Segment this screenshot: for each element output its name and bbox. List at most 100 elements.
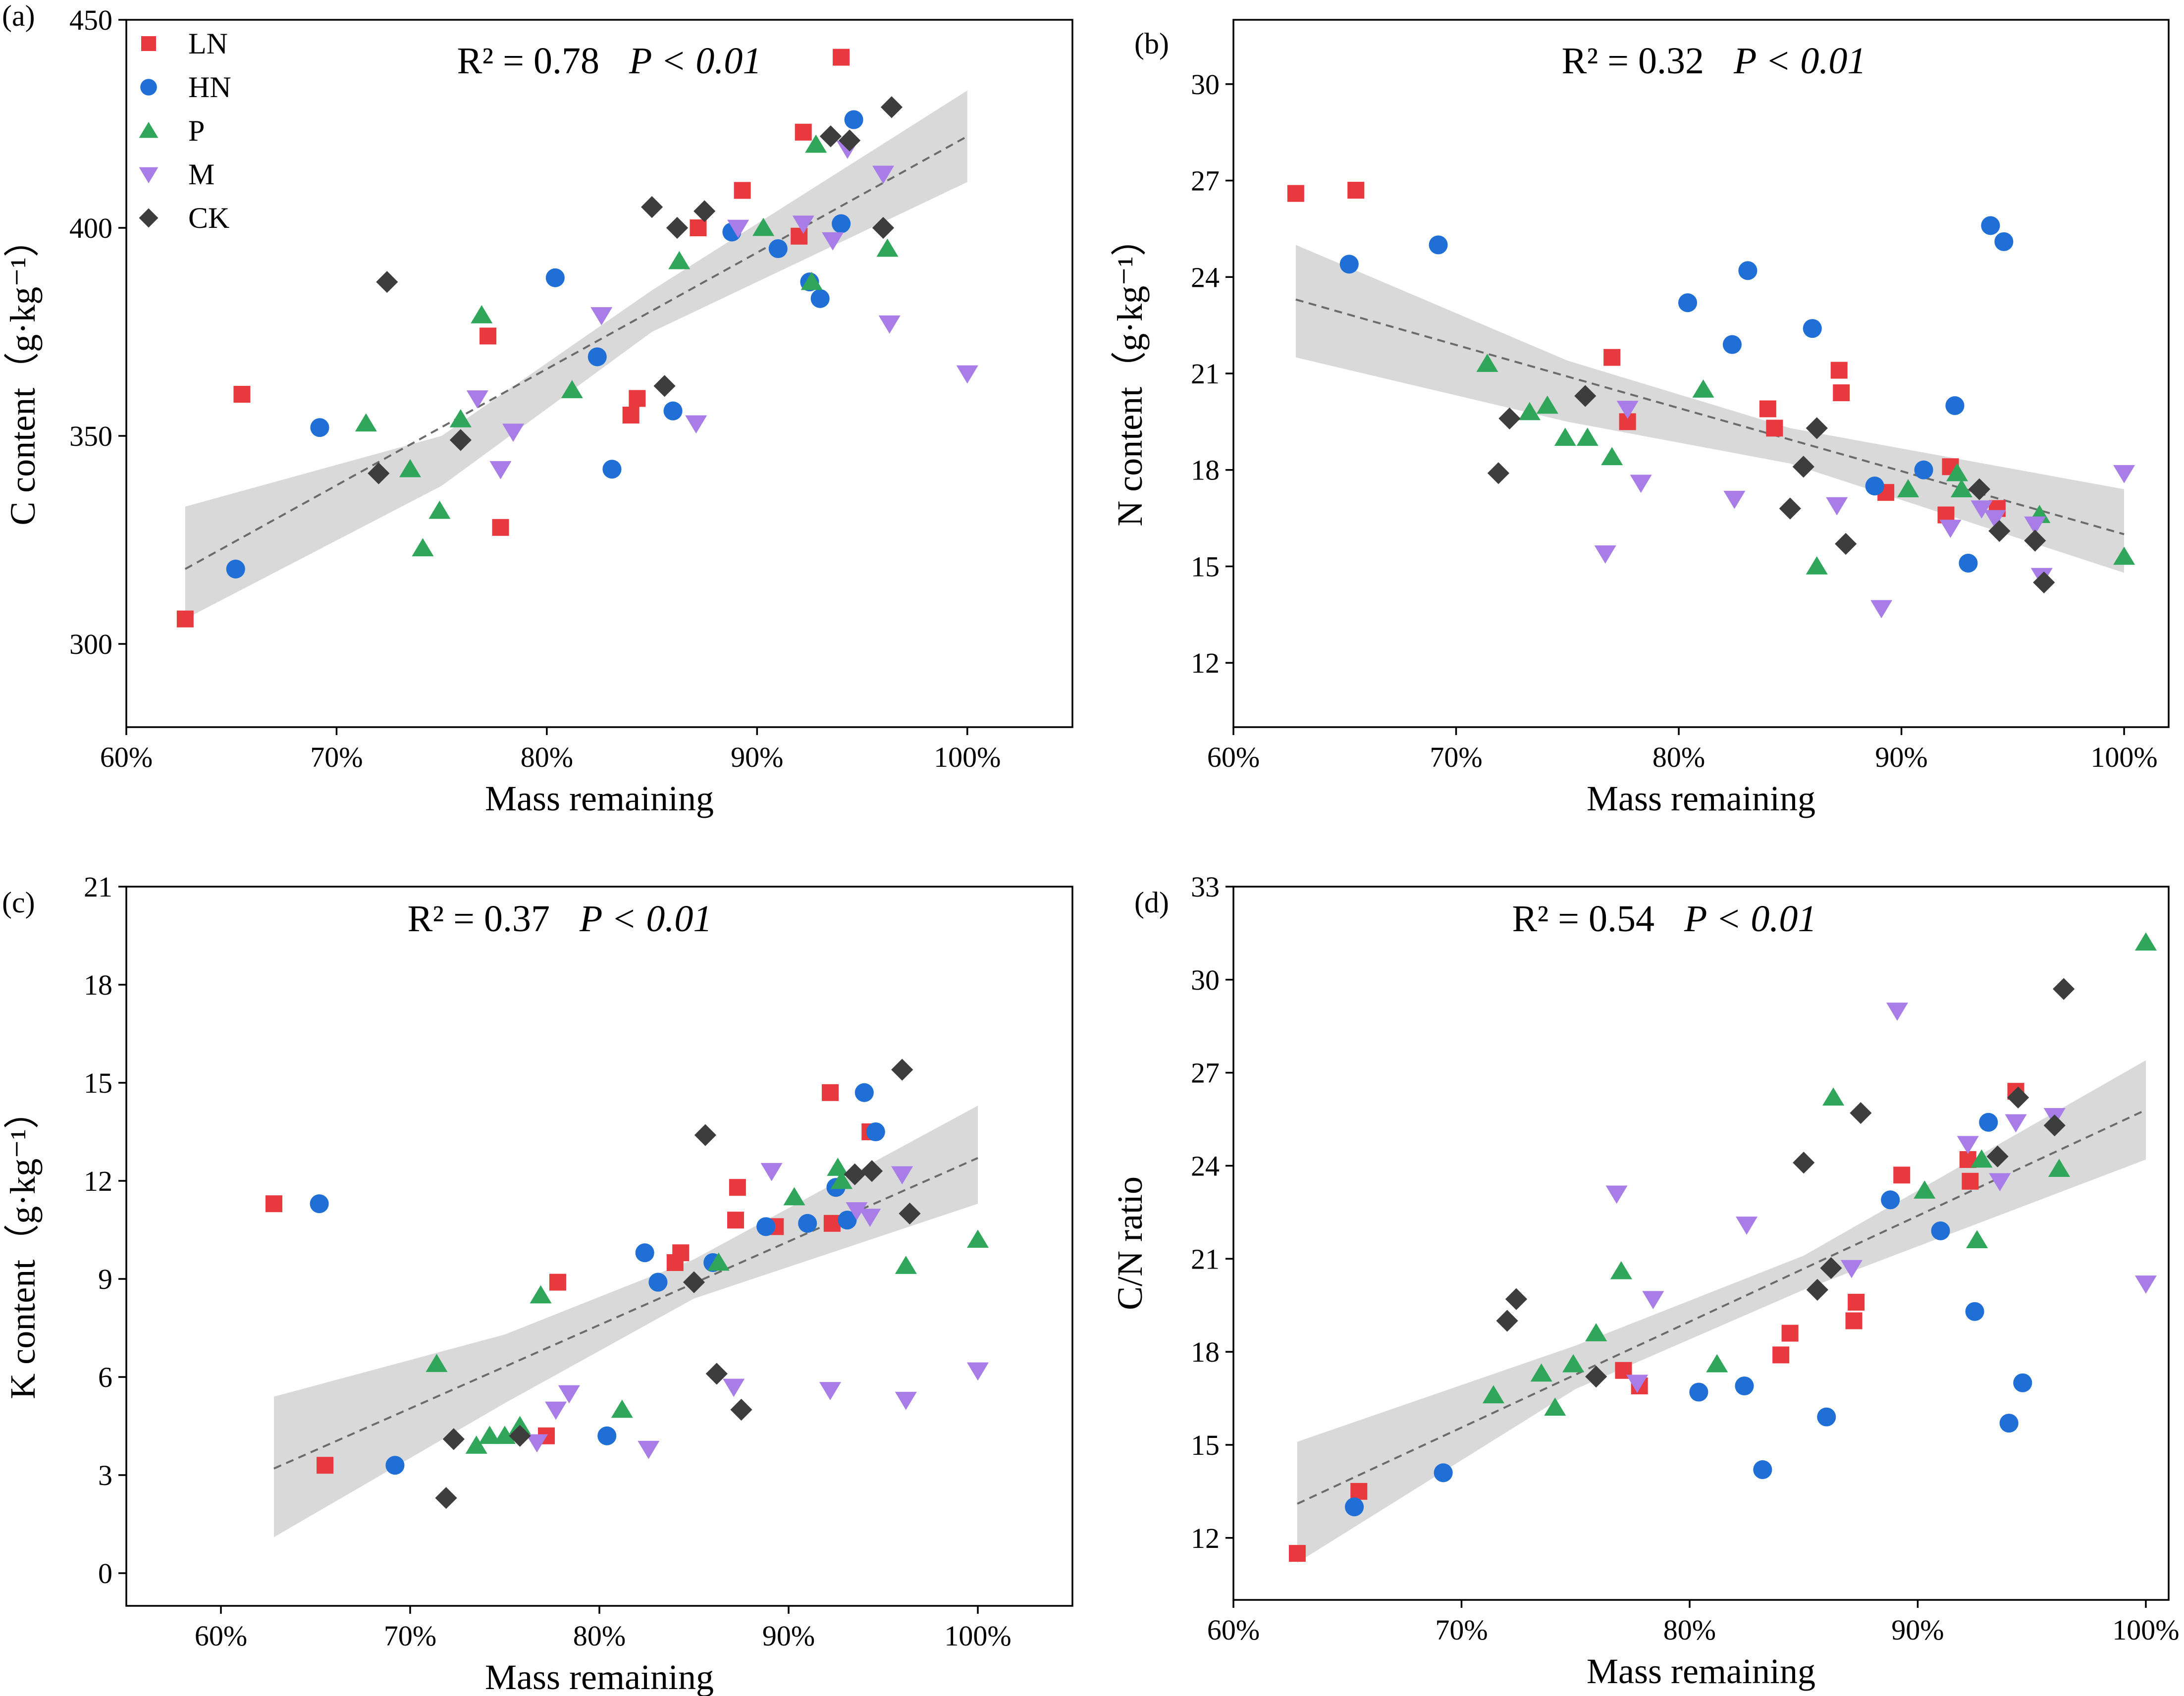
data-point-ln: [822, 1084, 839, 1101]
data-point-hn: [1979, 1113, 1998, 1132]
data-point-m: [723, 1378, 745, 1397]
data-point-hn: [866, 1122, 885, 1142]
data-point-ck: [666, 216, 689, 239]
data-point-ck: [899, 1202, 921, 1225]
legend-label-p: P: [188, 114, 205, 147]
data-point-m: [792, 215, 814, 234]
confidence-band: [1295, 245, 2125, 573]
data-point-p: [355, 413, 377, 432]
x-tick-label: 100%: [934, 741, 1001, 773]
data-point-ck: [694, 1124, 717, 1146]
data-point-p: [895, 1256, 917, 1274]
data-point-hn: [597, 1426, 617, 1445]
data-point-m: [1886, 1003, 1909, 1021]
y-axis-title: N content（g·kg⁻¹）: [1110, 220, 1150, 526]
data-point-ln: [672, 1244, 690, 1262]
regression-line: [273, 1157, 978, 1470]
data-point-ck: [844, 1163, 866, 1185]
data-point-hn: [1931, 1221, 1950, 1240]
y-tick-label: 15: [84, 1067, 112, 1099]
data-point-hn: [1735, 1376, 1754, 1396]
data-point-ck: [435, 1487, 457, 1509]
data-point-p: [428, 500, 451, 519]
data-point-hn: [810, 289, 830, 308]
panel-label: (b): [1134, 27, 1169, 60]
y-tick-label: 27: [1191, 1057, 1220, 1089]
y-tick-label: 12: [1191, 1522, 1220, 1554]
data-point-p: [1601, 447, 1623, 466]
data-point-ck: [1850, 1102, 1872, 1124]
confidence-band: [273, 1106, 978, 1537]
data-point-ck: [1806, 417, 1828, 439]
data-point-hn: [1722, 335, 1742, 354]
data-point-ck: [442, 1428, 465, 1450]
data-point-hn: [854, 1083, 874, 1102]
data-point-p: [1554, 427, 1576, 446]
data-point-m: [1840, 1260, 1863, 1278]
data-point-p: [783, 1187, 805, 1206]
data-point-p: [707, 1252, 730, 1271]
data-point-m: [1605, 1185, 1628, 1204]
data-point-hn: [602, 460, 622, 479]
data-point-m: [727, 219, 749, 238]
data-point-hn: [1339, 255, 1359, 274]
data-point-m: [846, 1202, 868, 1220]
p-value: P < 0.01: [579, 898, 712, 940]
data-point-hn: [1914, 460, 1933, 479]
y-tick-label: 300: [69, 628, 112, 660]
panel-c: 60% 70% 80% 90% 100% 0 3 6 9 12 15 18 21 Mass remaini…: [2, 871, 1073, 1696]
data-point-ck: [1498, 407, 1521, 429]
data-point-ln: [549, 1273, 566, 1291]
y-tick-label: 21: [84, 871, 112, 903]
regression-line: [184, 135, 968, 570]
data-point-ck: [2043, 1114, 2066, 1137]
x-tick-label: 100%: [2090, 741, 2157, 773]
y-axis-title: C/N ratio: [1110, 1176, 1150, 1310]
y-tick-label: 27: [1191, 165, 1220, 197]
data-point-ck: [705, 1363, 728, 1385]
data-point-m: [2113, 465, 2135, 483]
data-point-hn: [1817, 1407, 1836, 1427]
x-tick-label: 70%: [384, 1620, 436, 1652]
y-tick-label: 15: [1191, 550, 1220, 583]
data-point-ln: [729, 1179, 746, 1196]
data-point-p: [1706, 1354, 1728, 1373]
legend-marker-hn: [140, 79, 157, 96]
data-point-p: [1476, 354, 1498, 372]
data-point-hn: [1994, 232, 2014, 251]
y-tick-label: 18: [84, 969, 112, 1001]
y-tick-label: 400: [69, 212, 112, 244]
data-point-m: [466, 390, 488, 409]
x-tick-label: 100%: [2112, 1614, 2179, 1646]
legend-marker-ln: [141, 36, 156, 51]
x-tick-label: 90%: [762, 1620, 815, 1652]
data-point-m: [1642, 1291, 1664, 1310]
data-point-m: [638, 1440, 660, 1459]
data-point-m: [2134, 1275, 2157, 1294]
plot-frame: [1232, 886, 2170, 1601]
data-point-m: [502, 424, 525, 442]
y-tick-label: 30: [1191, 964, 1220, 996]
y-axis-title: K content（g·kg⁻¹）: [3, 1093, 43, 1399]
data-point-ln: [622, 407, 639, 424]
data-point-p: [1946, 463, 1968, 481]
data-point-hn: [768, 239, 788, 259]
legend-marker-m: [139, 167, 159, 183]
data-point-hn: [1881, 1190, 1900, 1210]
y-tick-label: 15: [1191, 1429, 1220, 1461]
r-squared: R² = 0.37: [408, 898, 550, 940]
data-point-p: [1536, 395, 1558, 414]
data-point-ln: [1772, 1346, 1790, 1364]
x-axis-title: Mass remaining: [1587, 779, 1815, 818]
data-point-p: [471, 305, 493, 323]
y-tick-label: 3: [98, 1459, 112, 1491]
data-point-p: [449, 409, 472, 427]
data-point-hn: [1945, 396, 1965, 415]
data-point-p: [465, 1435, 487, 1454]
data-point-m: [1989, 1173, 2011, 1192]
r-squared: R² = 0.54: [1512, 898, 1654, 940]
data-point-ck: [1792, 456, 1814, 478]
data-point-hn: [798, 1214, 817, 1233]
data-point-hn: [1959, 553, 1978, 573]
data-point-ln: [629, 390, 646, 407]
